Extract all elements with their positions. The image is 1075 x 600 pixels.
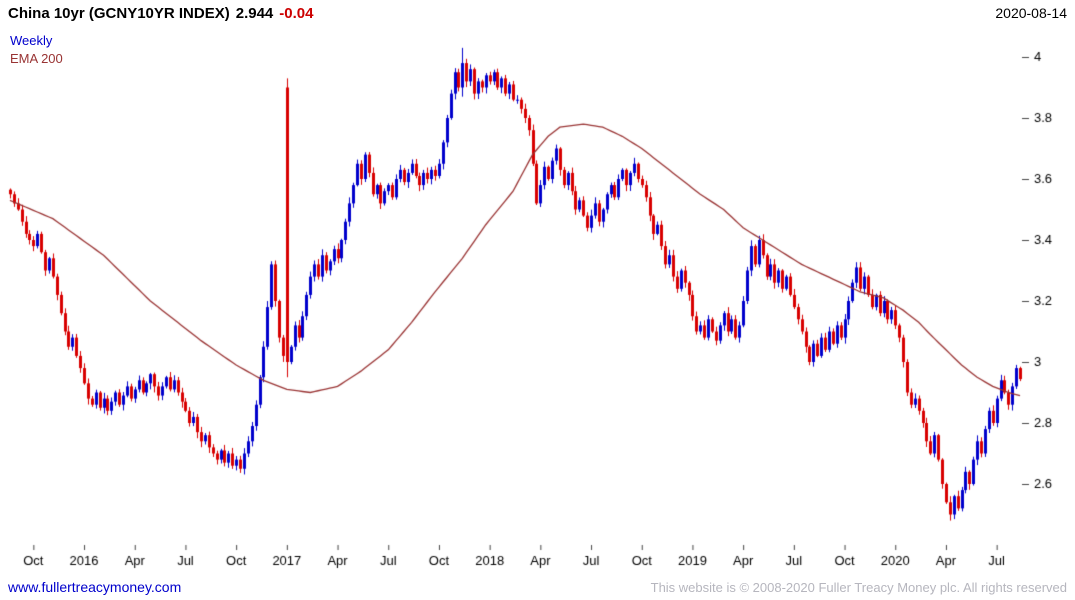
copyright-text: This website is © 2008-2020 Fuller Treac… [650, 580, 1067, 595]
last-price: 2.944 [235, 5, 274, 22]
title-area: China 10yr (GCNY10YR INDEX) 2.944 -0.04 [8, 5, 319, 22]
price-change: -0.04 [279, 5, 314, 22]
legend-ema-label: EMA 200 [10, 51, 63, 66]
legend-weekly-label: Weekly [10, 33, 53, 48]
chart-legend: Weekly EMA 200 [10, 32, 63, 68]
chart-header: China 10yr (GCNY10YR INDEX) 2.944 -0.04 20… [8, 5, 1067, 22]
website-link[interactable]: www.fullertreacymoney.com [8, 579, 182, 595]
chart-date: 2020-08-14 [995, 5, 1067, 21]
instrument-title: China 10yr (GCNY10YR INDEX) [8, 5, 230, 22]
page-footer: www.fullertreacymoney.com This website i… [8, 579, 1067, 595]
